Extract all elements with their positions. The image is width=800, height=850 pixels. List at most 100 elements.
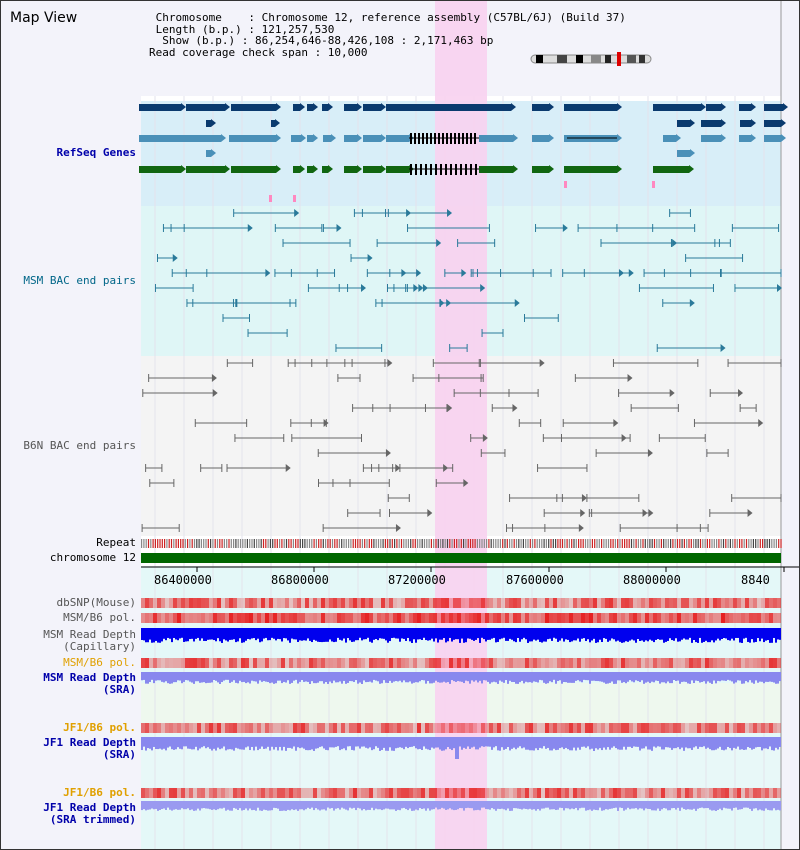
heat-cell (301, 613, 305, 623)
exon-mark (474, 133, 476, 144)
depth-bar (671, 801, 673, 809)
info-chromosome: Chromosome : Chromosome 12, reference as… (149, 11, 626, 24)
depth-bar (143, 801, 145, 810)
track-label-msm-depth-sra[interactable]: MSM Read Depth (SRA) (43, 671, 136, 696)
depth-bar (411, 737, 413, 747)
repeat-mark (495, 539, 497, 548)
heat-cell (749, 613, 753, 623)
depth-bar (651, 737, 653, 751)
depth-bar (187, 737, 189, 749)
exon-mark (458, 133, 460, 144)
heat-cell (553, 723, 557, 733)
heat-cell (565, 788, 569, 798)
depth-bar (423, 801, 425, 809)
repeat-mark (446, 539, 449, 548)
depth-bar (441, 737, 443, 751)
depth-bar (225, 628, 227, 641)
depth-bar (609, 737, 611, 750)
depth-bar (143, 628, 145, 641)
heat-cell (497, 598, 501, 608)
depth-bar (255, 628, 257, 641)
depth-bar (439, 672, 441, 683)
depth-bar (187, 628, 189, 642)
depth-bar (217, 737, 219, 748)
heat-cell (765, 658, 769, 668)
track-label-msm-b6-pol[interactable]: MSM/B6 pol. (63, 611, 136, 624)
heat-cell (641, 788, 645, 798)
depth-bar (417, 672, 419, 683)
depth-bar (387, 801, 389, 809)
depth-bar (229, 801, 231, 811)
depth-bar (671, 628, 673, 641)
depth-bar (661, 737, 663, 750)
heat-cell (721, 658, 725, 668)
heat-cell (197, 723, 201, 733)
depth-bar (421, 737, 423, 751)
track-label-msm-bac[interactable]: MSM BAC end pairs (23, 274, 136, 287)
depth-bar (487, 672, 489, 682)
track-label-jf1-depth-trimmed[interactable]: JF1 Read Depth (SRA trimmed) (43, 801, 136, 826)
depth-bar (413, 672, 415, 683)
repeat-mark (157, 539, 159, 548)
repeat-mark (410, 539, 412, 548)
track-label-refseq[interactable]: RefSeq Genes (56, 146, 136, 159)
depth-bar (183, 672, 185, 682)
depth-bar (549, 628, 551, 639)
bac-end-arrow (720, 344, 726, 352)
depth-bar (693, 737, 695, 748)
depth-bar (239, 672, 241, 681)
heat-cell (537, 723, 541, 733)
heat-cell (761, 598, 765, 608)
depth-bar (585, 672, 587, 681)
depth-bar (147, 672, 149, 684)
heat-cell (717, 788, 721, 798)
heat-cell (401, 598, 405, 608)
depth-bar (431, 801, 433, 810)
depth-bar (363, 628, 365, 640)
depth-bar (643, 672, 645, 684)
heat-cell (201, 658, 205, 668)
heat-cell (337, 598, 341, 608)
repeat-mark (246, 539, 248, 548)
heat-cell (241, 723, 245, 733)
heat-cell (445, 598, 449, 608)
heat-cell (205, 613, 209, 623)
depth-bar (383, 672, 385, 681)
depth-bar (675, 628, 677, 639)
track-label-msm-depth-capillary[interactable]: MSM Read Depth (Capillary) (43, 628, 136, 653)
track-label-dbsnp[interactable]: dbSNP(Mouse) (56, 596, 136, 609)
track-label-jf1-depth-sra[interactable]: JF1 Read Depth (SRA) (43, 736, 136, 761)
depth-bar (239, 801, 241, 809)
heat-cell (165, 788, 169, 798)
heat-cell (753, 658, 757, 668)
heat-cell (365, 788, 369, 798)
depth-bar (261, 737, 263, 747)
track-label-b6n-bac[interactable]: B6N BAC end pairs (23, 439, 136, 452)
track-label-repeat[interactable]: Repeat (96, 536, 136, 549)
repeat-mark (748, 539, 750, 548)
depth-bar (343, 737, 345, 749)
heat-cell (609, 598, 613, 608)
track-label-msm-b6-pol-sra[interactable]: MSM/B6 pol. (63, 656, 136, 669)
depth-bar (431, 628, 433, 639)
heat-cell (465, 598, 469, 608)
depth-bar (543, 628, 545, 642)
gene-block (532, 166, 549, 173)
depth-bar (669, 628, 671, 639)
track-label-jf1-b6-pol[interactable]: JF1/B6 pol. (63, 721, 136, 734)
repeat-mark (469, 539, 472, 548)
depth-bar (305, 737, 307, 751)
depth-bar (375, 672, 377, 681)
gene-block (764, 135, 781, 142)
heat-cell (329, 658, 333, 668)
bac-end-arrow (539, 359, 545, 367)
heat-cell (253, 613, 257, 623)
track-label-jf1-b6-pol-trimmed[interactable]: JF1/B6 pol. (63, 786, 136, 799)
depth-bar (389, 737, 391, 748)
depth-bar (389, 801, 391, 810)
depth-bar (339, 801, 341, 810)
heat-cell (277, 723, 281, 733)
heat-cell (765, 613, 769, 623)
depth-bar (215, 672, 217, 681)
